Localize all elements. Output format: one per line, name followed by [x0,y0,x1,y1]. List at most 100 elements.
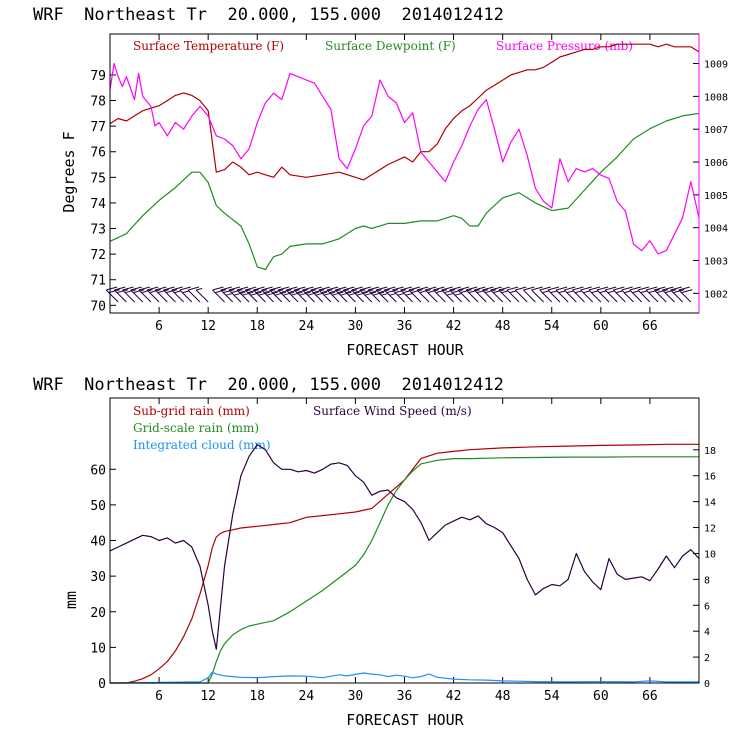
x-tick-label: 60 [593,319,609,334]
x-tick-label: 54 [544,319,560,334]
wind-barb [187,286,201,303]
wind-barb [596,286,610,303]
y2-tick-label: 8 [704,575,710,586]
y-tick-label: 60 [90,463,106,478]
wind-barb [171,286,184,303]
series-surface-temperature-line [109,43,700,181]
y-axis-ticks: 0 10 20 30 40 50 60 [90,463,116,692]
wind-barb [318,286,336,303]
wind-barb [580,286,594,303]
y2-axis-ticks: 0 2 4 6 8 10 12 14 16 18 [693,446,716,690]
x-tick-label: 42 [446,319,462,334]
y-axis-ticks: 70 71 72 73 74 75 76 77 78 79 [90,69,116,314]
x-axis-label: FORECAST HOUR [346,711,464,729]
x-axis-ticks: 6 12 18 24 30 36 42 48 54 60 66 [155,398,658,704]
legend-dewpoint: Surface Dewpoint (F) [325,39,456,53]
y-tick-label: 0 [98,677,106,692]
y2-tick-label: 1006 [704,158,728,169]
wind-barb [662,286,677,303]
x-tick-label: 48 [495,689,511,704]
wind-barb [375,286,390,303]
wind-barb [523,286,536,303]
plot-frame [109,397,700,684]
y2-tick-label: 6 [704,601,710,612]
y-tick-label: 75 [90,171,106,186]
y-tick-label: 79 [90,69,106,84]
x-tick-label: 36 [397,319,413,334]
y2-tick-label: 1003 [704,256,728,267]
y2-tick-label: 16 [704,472,716,483]
y-tick-label: 76 [90,146,106,161]
wind-barb [498,286,512,303]
wind-barb [154,286,169,303]
wind-barb [383,286,399,303]
legend-integrated-cloud: Integrated cloud (mm) [133,438,271,452]
y2-tick-label: 1005 [704,191,728,202]
y2-axis-ticks: 1002 1003 1004 1005 1006 1007 1008 1009 [693,60,728,300]
plot-frame [109,33,700,314]
y-tick-label: 30 [90,570,106,585]
wind-barb [293,286,311,303]
wind-barb [269,286,287,303]
legend-gridscale-rain: Grid-scale rain (mm) [133,421,259,435]
x-axis-ticks: 6 12 18 24 30 36 42 48 54 60 66 [155,34,658,334]
wind-barb [130,286,145,303]
wind-barb [244,286,262,303]
meteogram-temperature-pressure-chart: WRF Northeast Tr 20.000, 155.000 2014012… [33,5,728,359]
x-tick-label: 24 [299,689,315,704]
x-tick-label: 66 [642,689,658,704]
y2-tick-label: 18 [704,446,716,457]
x-tick-label: 48 [495,319,511,334]
wind-barb [400,286,415,303]
y-tick-label: 77 [90,120,106,135]
x-tick-label: 30 [348,319,364,334]
wind-barb [351,286,368,303]
wind-barb [408,286,423,303]
y2-tick-label: 1004 [704,224,728,235]
wind-barb [424,286,439,303]
wind-barb [604,286,618,303]
wind-barb [563,286,577,303]
x-tick-label: 24 [299,319,315,334]
wind-barb [588,286,602,303]
wind-barb [621,286,634,303]
y-tick-label: 50 [90,499,106,514]
series-lines [109,43,700,271]
wind-barb [302,286,319,303]
series-surface-pressure-line [109,62,700,255]
legend-pressure: Surface Pressure (mb) [496,39,633,53]
wind-barb [506,286,520,303]
x-tick-label: 18 [249,319,265,334]
wind-barb [310,286,328,303]
chart-title: WRF Northeast Tr 20.000, 155.000 2014012… [33,5,504,25]
wind-barb [514,286,528,303]
y2-tick-label: 1007 [704,125,728,136]
chart-title: WRF Northeast Tr 20.000, 155.000 2014012… [33,375,504,395]
legend-wind-speed: Surface Wind Speed (m/s) [313,404,472,418]
x-tick-label: 66 [642,319,658,334]
wind-barb [367,286,385,303]
wind-barb [482,286,497,303]
y2-tick-label: 0 [704,679,710,690]
wind-barb [629,286,643,303]
x-tick-label: 42 [446,689,462,704]
wind-barb [465,286,480,303]
wind-barb [637,286,651,303]
series-grid-scale-rain-line [110,456,699,684]
wind-barb [613,286,626,303]
wind-barb [179,286,193,303]
meteogram-rain-wind-chart: WRF Northeast Tr 20.000, 155.000 2014012… [33,375,716,729]
x-tick-label: 6 [155,319,163,334]
series-integrated-cloud-line [109,671,699,684]
wind-barb [138,286,153,303]
wind-barb [212,286,227,303]
x-tick-label: 12 [200,689,216,704]
wind-barb [163,286,178,303]
wind-barb [441,286,456,303]
y2-tick-label: 1008 [704,92,728,103]
y-tick-label: 78 [90,95,106,110]
y2-tick-label: 4 [704,627,710,638]
y2-tick-label: 14 [704,498,716,509]
wind-barb [326,286,344,303]
wind-barb [228,286,246,303]
